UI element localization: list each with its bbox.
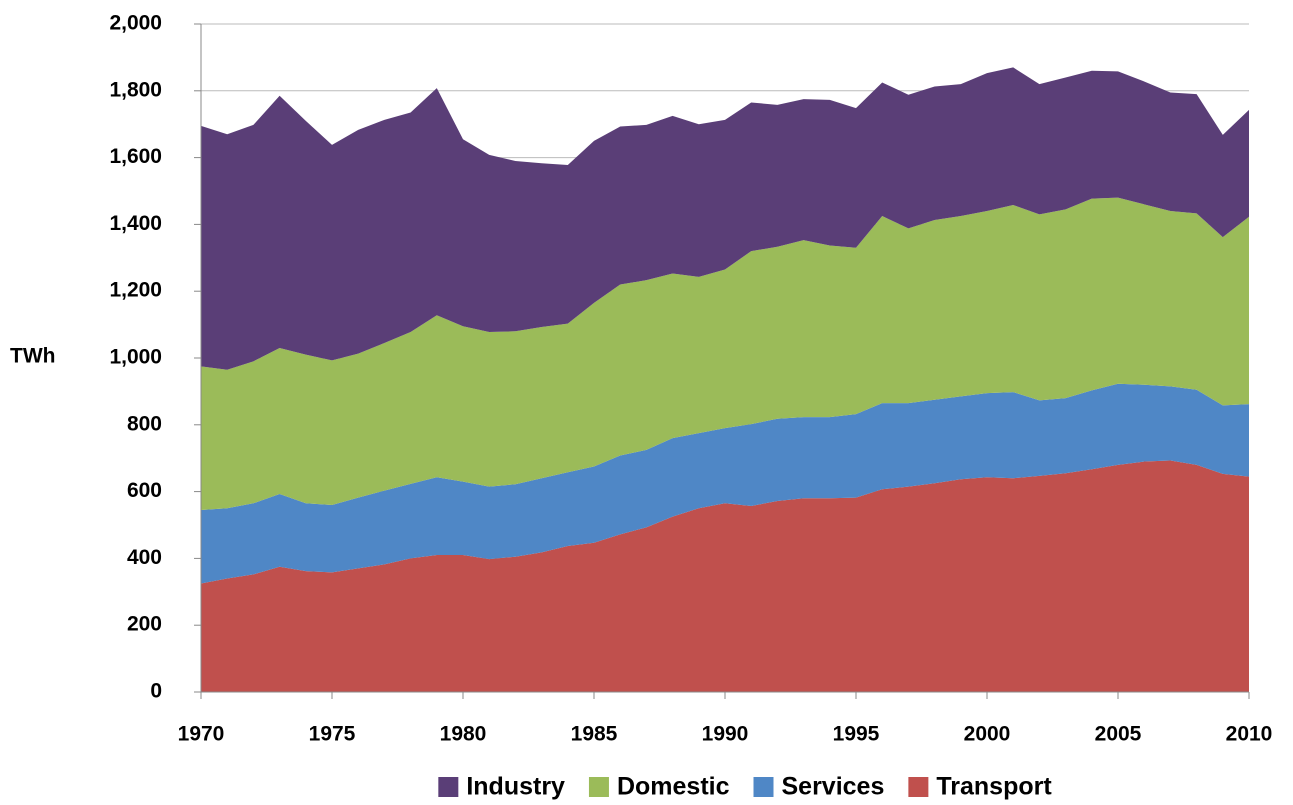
legend-swatch — [753, 777, 774, 797]
legend-swatch — [588, 777, 609, 797]
area — [201, 197, 1249, 510]
legend-label: Services — [782, 773, 885, 801]
x-tick-label: 1970 — [178, 723, 225, 746]
x-tick-label: 1980 — [440, 723, 487, 746]
y-tick-label: 400 — [127, 546, 162, 569]
y-tick-label: 1,600 — [109, 145, 162, 168]
area — [201, 460, 1249, 692]
x-tick-label: 2000 — [964, 723, 1011, 746]
x-tick-label: 1985 — [571, 723, 618, 746]
x-tick-label: 1990 — [702, 723, 749, 746]
y-tick-label: 1,200 — [109, 279, 162, 302]
x-tick-label: 1995 — [833, 723, 880, 746]
y-tick-label: 0 — [150, 680, 162, 703]
legend-swatch — [438, 777, 459, 797]
legend-label: Domestic — [617, 773, 730, 801]
y-tick-label: 2,000 — [109, 12, 162, 35]
y-tick-label: 1,000 — [109, 346, 162, 369]
y-tick-label: 200 — [127, 613, 162, 636]
legend-swatch — [908, 777, 929, 797]
y-tick-label: 1,800 — [109, 78, 162, 101]
x-tick-label: 2005 — [1095, 723, 1142, 746]
legend-label: Industry — [466, 773, 565, 801]
x-tick-label: 1975 — [309, 723, 356, 746]
x-tick-label: 2010 — [1226, 723, 1273, 746]
y-tick-label: 1,400 — [109, 212, 162, 235]
area — [201, 383, 1249, 584]
y-tick-label: 800 — [127, 412, 162, 435]
y-tick-label: 600 — [127, 479, 162, 502]
y-axis-label: TWh — [10, 345, 55, 368]
area — [201, 67, 1249, 370]
legend-label: Transport — [936, 773, 1052, 801]
